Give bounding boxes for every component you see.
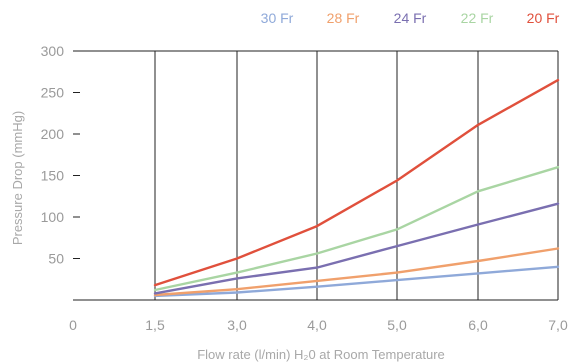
y-tick-label: 150: [41, 168, 65, 184]
x-tick-label: 6,0: [468, 317, 488, 333]
legend-item-22-fr: 22 Fr: [461, 10, 494, 26]
legend: 30 Fr 28 Fr 24 Fr 22 Fr 20 Fr: [261, 10, 560, 26]
x-tick-label: 1,5: [145, 317, 165, 333]
x-tick-label: 0: [69, 317, 77, 333]
y-tick-label: 100: [41, 209, 65, 225]
series-line-22-fr: [153, 165, 560, 292]
y-tick-label: 50: [48, 251, 64, 267]
grid: [73, 50, 559, 301]
series-line-28-fr: [153, 247, 560, 297]
legend-item-28-fr: 28 Fr: [327, 10, 360, 26]
y-tick-label: 200: [41, 126, 65, 142]
y-axis-title: Pressure Drop (mmHg): [10, 111, 25, 245]
legend-item-30-fr: 30 Fr: [261, 10, 294, 26]
series-line-20-fr: [153, 78, 560, 287]
legend-item-24-fr: 24 Fr: [394, 10, 427, 26]
y-axis-ticks: 50 100 150 200 250 300: [41, 43, 65, 267]
x-axis-ticks: 0 1,5 3,0 4,0 5,0 6,0 7,0: [69, 317, 568, 333]
series-lines: [153, 78, 560, 298]
x-tick-label: 5,0: [387, 317, 407, 333]
y-tick-label: 300: [41, 43, 65, 59]
x-axis-title: Flow rate (l/min) H₂0 at Room Temperatur…: [197, 347, 445, 362]
series-line-30-fr: [153, 265, 560, 298]
legend-item-20-fr: 20 Fr: [527, 10, 560, 26]
y-tick-label: 250: [41, 85, 65, 101]
series-line-24-fr: [153, 202, 560, 295]
x-tick-label: 3,0: [227, 317, 247, 333]
x-tick-label: 7,0: [548, 317, 568, 333]
x-tick-label: 4,0: [307, 317, 327, 333]
